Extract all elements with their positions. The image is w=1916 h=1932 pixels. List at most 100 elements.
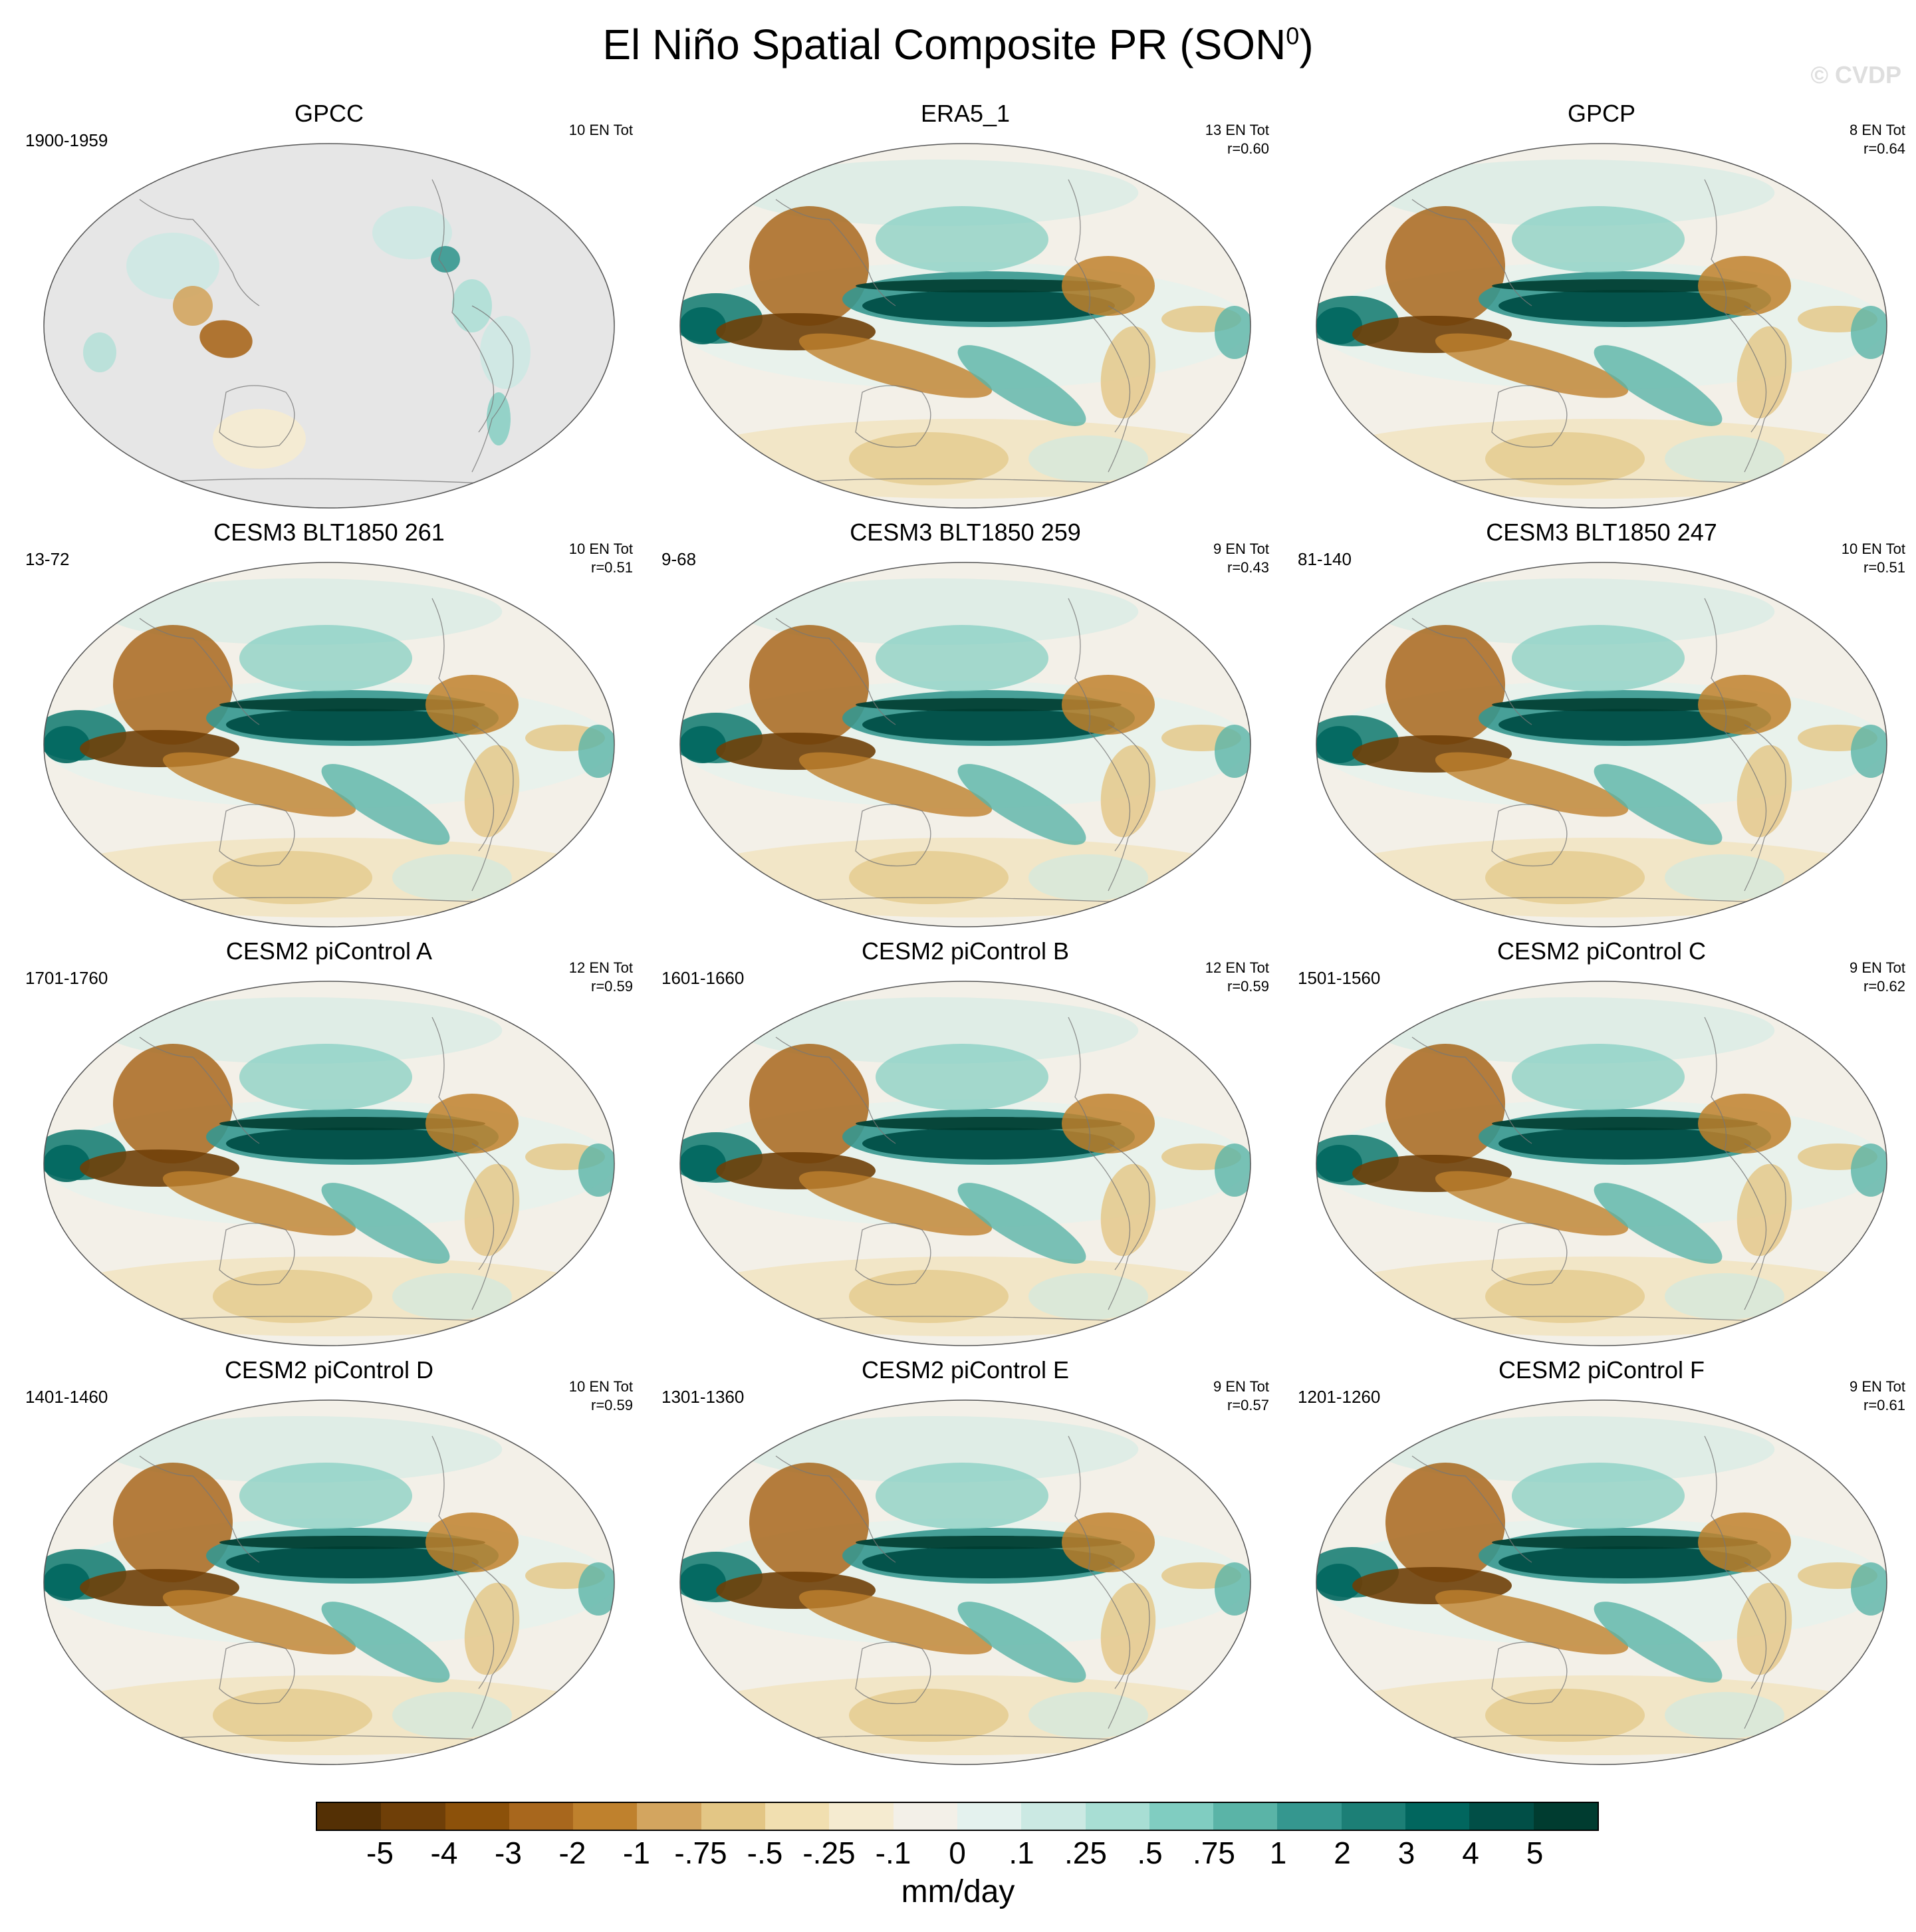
colorbar-swatch: [317, 1803, 382, 1830]
panel-title: CESM2 piControl A: [225, 937, 433, 965]
panel-stats: 10 EN Tot r=0.51: [569, 540, 633, 577]
colorbar-tick-label: -.25: [802, 1836, 856, 1870]
colorbar-tick-label: 5: [1526, 1836, 1544, 1870]
colorbar-swatch: [893, 1803, 957, 1830]
globe-map: [43, 1399, 615, 1765]
map-panel: CESM3 BLT1850 259 9-68 9 EN Tot r=0.43: [650, 519, 1281, 931]
panel-title: ERA5_1: [920, 100, 1011, 127]
panel-stats: 13 EN Tot r=0.60: [1205, 121, 1269, 158]
map-panel: GPCP 8 EN Tot r=0.64: [1286, 100, 1916, 512]
colorbar-swatch: [1149, 1803, 1214, 1830]
map-panel: GPCC 1900-1959 10 EN Tot: [13, 100, 645, 512]
event-count: 10 EN Tot: [1841, 541, 1905, 557]
event-count: 9 EN Tot: [1213, 541, 1269, 557]
colorbar-tick-label: -3: [495, 1836, 522, 1870]
globe-map: [43, 143, 615, 509]
panel-title: GPCC: [294, 100, 364, 127]
colorbar-swatch: [957, 1803, 1022, 1830]
colorbar-swatch: [1277, 1803, 1342, 1830]
panel-years: 1601-1660: [661, 968, 745, 988]
colorbar-swatch: [1021, 1803, 1086, 1830]
panel-stats: 12 EN Tot r=0.59: [1205, 959, 1269, 996]
colorbar-tick-label: -.75: [674, 1836, 727, 1870]
colorbar-tick-label: 3: [1397, 1836, 1415, 1870]
panel-title: CESM2 piControl D: [224, 1356, 434, 1384]
panel-stats: 9 EN Tot r=0.43: [1213, 540, 1269, 577]
event-count: 9 EN Tot: [1213, 1378, 1269, 1395]
colorbar-swatch: [701, 1803, 766, 1830]
pattern-correlation: r=0.62: [1863, 978, 1905, 995]
panel-years: 1501-1560: [1298, 968, 1381, 988]
colorbar-tick-label: .75: [1193, 1836, 1235, 1870]
panel-stats: 9 EN Tot r=0.57: [1213, 1378, 1269, 1415]
colorbar-swatch: [1405, 1803, 1470, 1830]
colorbar-tick-label: .5: [1137, 1836, 1163, 1870]
colorbar-tick-label: .1: [1009, 1836, 1034, 1870]
event-count: 8 EN Tot: [1850, 122, 1905, 138]
pattern-correlation: r=0.64: [1863, 140, 1905, 157]
pattern-correlation: r=0.51: [1863, 559, 1905, 576]
panel-years: 1900-1959: [25, 130, 108, 150]
event-count: 12 EN Tot: [568, 959, 633, 976]
colorbar-tick-label: -.1: [875, 1836, 911, 1870]
panel-title: CESM3 BLT1850 247: [1486, 519, 1717, 546]
panel-years: 9-68: [661, 549, 697, 569]
map-panel: CESM2 piControl A 1701-1760 12 EN Tot r=…: [13, 937, 645, 1350]
event-count: 9 EN Tot: [1850, 1378, 1905, 1395]
pattern-correlation: r=0.57: [1227, 1397, 1269, 1413]
panel-stats: 12 EN Tot r=0.59: [569, 959, 633, 996]
colorbar-swatch: [1085, 1803, 1149, 1830]
colorbar-tick-label: -2: [558, 1836, 586, 1870]
colorbar-tick-label: -5: [366, 1836, 394, 1870]
globe-map: [1316, 143, 1887, 509]
colorbar-units: mm/day: [901, 1874, 1015, 1909]
colorbar-swatch: [381, 1803, 445, 1830]
colorbar-swatch: [765, 1803, 830, 1830]
map-panel: CESM2 piControl B 1601-1660 12 EN Tot r=…: [650, 937, 1281, 1350]
pattern-correlation: r=0.43: [1227, 559, 1269, 576]
colorbar-labels: -5 -4 -3 -2 -1 -.75 -.5 -.25 -.1 0 .1 .25 .5 .75 1 2 3 4 5: [316, 1835, 1599, 1875]
pattern-correlation: r=0.59: [1227, 978, 1269, 995]
panel-years: 1401-1460: [25, 1387, 108, 1407]
pattern-correlation: r=0.60: [1227, 140, 1269, 157]
pattern-correlation: r=0.51: [591, 559, 633, 576]
globe-map: [679, 143, 1251, 509]
panel-title: CESM3 BLT1850 261: [213, 519, 445, 546]
colorbar-tick-label: 1: [1269, 1836, 1287, 1870]
panel-stats: 9 EN Tot r=0.62: [1850, 959, 1905, 996]
panel-years: 1701-1760: [25, 968, 108, 988]
map-panel: CESM2 piControl C 1501-1560 9 EN Tot r=0…: [1286, 937, 1916, 1350]
globe-map: [679, 1399, 1251, 1765]
event-count: 9 EN Tot: [1850, 959, 1905, 976]
colorbar: [316, 1802, 1599, 1831]
colorbar-tick-label: -.5: [747, 1836, 783, 1870]
colorbar-tick-label: -4: [430, 1836, 458, 1870]
panel-title: CESM2 piControl C: [1497, 937, 1707, 965]
panel-stats: 8 EN Tot r=0.64: [1850, 121, 1905, 158]
globe-map: [43, 562, 615, 927]
map-panel: CESM2 piControl D 1401-1460 10 EN Tot r=…: [13, 1356, 645, 1768]
map-panel: CESM2 piControl F 1201-1260 9 EN Tot r=0…: [1286, 1356, 1916, 1768]
globe-map: [679, 981, 1251, 1346]
globe-map: [679, 562, 1251, 927]
colorbar-swatch: [509, 1803, 574, 1830]
globe-map: [1316, 1399, 1887, 1765]
map-panel: CESM3 BLT1850 247 81-140 10 EN Tot r=0.5…: [1286, 519, 1916, 931]
colorbar-tick-label: 4: [1462, 1836, 1479, 1870]
pattern-correlation: r=0.61: [1863, 1397, 1905, 1413]
colorbar-tick-label: .25: [1064, 1836, 1107, 1870]
panel-title: CESM3 BLT1850 259: [850, 519, 1081, 546]
colorbar-swatch: [1213, 1803, 1278, 1830]
map-panel: ERA5_1 13 EN Tot r=0.60: [650, 100, 1281, 512]
colorbar-swatch: [829, 1803, 894, 1830]
colorbar-swatch: [445, 1803, 509, 1830]
panel-title: GPCP: [1567, 100, 1636, 127]
panel-title: CESM2 piControl F: [1498, 1356, 1705, 1384]
event-count: 10 EN Tot: [568, 122, 633, 138]
pattern-correlation: r=0.59: [591, 1397, 633, 1413]
colorbar-swatch: [1469, 1803, 1534, 1830]
colorbar-tick-label: 0: [949, 1836, 966, 1870]
panel-stats: 10 EN Tot r=0.59: [569, 1378, 633, 1415]
pattern-correlation: r=0.59: [591, 978, 633, 995]
colorbar-tick-label: -1: [623, 1836, 650, 1870]
